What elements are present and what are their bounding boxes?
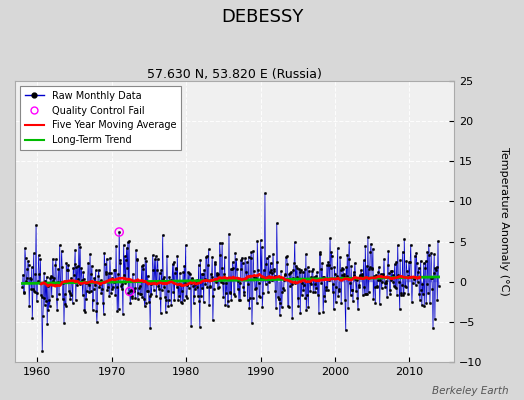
- Legend: Raw Monthly Data, Quality Control Fail, Five Year Moving Average, Long-Term Tren: Raw Monthly Data, Quality Control Fail, …: [20, 86, 181, 150]
- Raw Monthly Data: [262, 191, 268, 196]
- Raw Monthly Data: [31, 288, 37, 293]
- Long-Term Trend: [19, 281, 26, 286]
- Raw Monthly Data: [371, 274, 377, 279]
- Raw Monthly Data: [435, 284, 442, 288]
- Five Year Moving Average: [390, 276, 397, 280]
- Long-Term Trend: [87, 280, 93, 285]
- Text: Berkeley Earth: Berkeley Earth: [432, 386, 508, 396]
- Raw Monthly Data: [88, 289, 94, 294]
- Y-axis label: Temperature Anomaly (°C): Temperature Anomaly (°C): [499, 147, 509, 296]
- Quality Control Fail: [115, 229, 123, 235]
- Quality Control Fail: [126, 288, 134, 295]
- Five Year Moving Average: [182, 282, 188, 287]
- Long-Term Trend: [396, 275, 402, 280]
- Title: 57.630 N, 53.820 E (Russia): 57.630 N, 53.820 E (Russia): [147, 68, 322, 81]
- Line: Five Year Moving Average: Five Year Moving Average: [41, 274, 420, 286]
- Text: DEBESSY: DEBESSY: [221, 8, 303, 26]
- Long-Term Trend: [130, 279, 137, 284]
- Five Year Moving Average: [52, 284, 59, 289]
- Five Year Moving Average: [415, 276, 421, 280]
- Raw Monthly Data: [131, 289, 137, 294]
- Long-Term Trend: [31, 281, 37, 286]
- Five Year Moving Average: [38, 282, 44, 286]
- Long-Term Trend: [435, 274, 442, 279]
- Raw Monthly Data: [156, 286, 162, 291]
- Five Year Moving Average: [405, 275, 411, 280]
- Long-Term Trend: [155, 279, 161, 284]
- Line: Long-Term Trend: Long-Term Trend: [23, 277, 439, 284]
- Five Year Moving Average: [178, 282, 184, 287]
- Line: Raw Monthly Data: Raw Monthly Data: [21, 192, 440, 352]
- Long-Term Trend: [370, 276, 376, 280]
- Five Year Moving Average: [417, 275, 423, 280]
- Raw Monthly Data: [19, 284, 26, 289]
- Raw Monthly Data: [398, 290, 404, 295]
- Five Year Moving Average: [256, 272, 263, 276]
- Raw Monthly Data: [39, 348, 46, 353]
- Five Year Moving Average: [174, 282, 181, 287]
